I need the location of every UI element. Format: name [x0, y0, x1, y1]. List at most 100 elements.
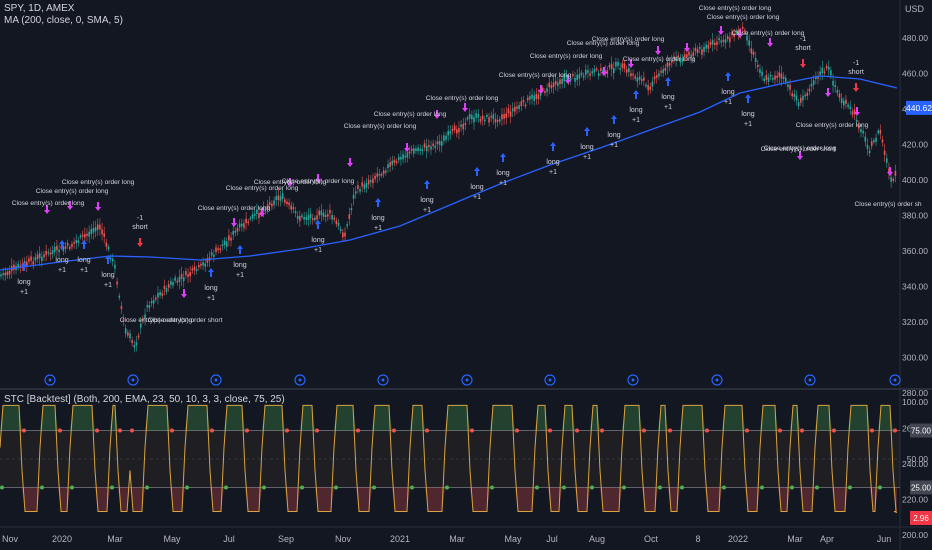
- long-label: long: [17, 279, 30, 286]
- candle-body: [683, 54, 686, 57]
- candle-body: [600, 68, 602, 71]
- candle-body: [58, 249, 60, 253]
- close-arrow: [538, 85, 544, 94]
- event-icon-dot: [715, 378, 719, 382]
- candle-body: [673, 56, 675, 59]
- price-tick-label: 380.00: [902, 211, 928, 221]
- candle-body: [503, 114, 505, 119]
- candle-body: [34, 257, 37, 261]
- plus-one-label: +1: [499, 180, 507, 187]
- candle-body: [483, 119, 486, 122]
- candle-body: [763, 78, 766, 82]
- stc-value-badge-label: 2.96: [913, 514, 929, 523]
- candle-body: [449, 131, 452, 134]
- candle-body: [425, 145, 428, 152]
- candle-body: [137, 335, 140, 338]
- candle-body: [471, 114, 473, 120]
- candle-body: [124, 328, 127, 334]
- symbol-legend[interactable]: SPY, 1D, AMEX: [4, 3, 75, 14]
- candle-body: [204, 263, 207, 267]
- candle-body: [303, 217, 305, 220]
- candle-body: [550, 84, 553, 89]
- candle-body: [845, 99, 847, 104]
- long-arrow: [59, 240, 65, 249]
- candle-body: [462, 123, 465, 130]
- candle-body: [103, 233, 105, 237]
- long-label: long: [661, 94, 674, 101]
- candle-body: [522, 100, 525, 103]
- stc-cross-dot: [185, 485, 189, 490]
- long-label: long: [629, 107, 642, 114]
- close-long-label: Close entry(s) order long: [732, 30, 805, 37]
- candle-body: [651, 81, 654, 87]
- ma-legend[interactable]: MA (200, close, 0, SMA, 5): [4, 15, 123, 26]
- close-arrow: [67, 201, 73, 210]
- candle-body: [301, 215, 303, 218]
- candle-body: [759, 69, 761, 73]
- close-long-label: Close entry(s) order long: [62, 179, 135, 186]
- stc-legend[interactable]: STC [Backtest] (Both, 200, EMA, 23, 50, …: [4, 394, 285, 405]
- long-arrow: [81, 240, 87, 249]
- candle-body: [724, 39, 727, 43]
- candle-body: [84, 233, 86, 238]
- price-tick-label: 280.00: [902, 388, 928, 398]
- candle-body: [664, 67, 667, 71]
- candle-body: [572, 74, 574, 77]
- time-axis-label: Jun: [877, 534, 892, 544]
- short-arrow: [800, 59, 806, 68]
- candle-body: [275, 196, 277, 200]
- candle-body: [299, 216, 301, 222]
- candle-body: [279, 196, 282, 201]
- candle-body: [879, 129, 882, 134]
- candle-body: [886, 158, 888, 163]
- candle-body: [238, 223, 241, 228]
- candle-body: [888, 168, 890, 174]
- candle-body: [729, 37, 731, 43]
- candle-body: [148, 305, 151, 308]
- candle-body: [466, 117, 469, 120]
- candle-body: [593, 69, 596, 73]
- candle-body: [625, 69, 628, 73]
- long-arrow: [315, 220, 321, 229]
- current-price-label: 440.62: [906, 103, 932, 113]
- candle-body: [367, 179, 370, 185]
- candle-body: [696, 49, 699, 53]
- candle-body: [589, 73, 591, 76]
- candle-body: [660, 70, 662, 73]
- candle-body: [357, 185, 359, 189]
- candle-body: [574, 77, 576, 82]
- close-arrow: [181, 289, 187, 298]
- candle-body: [150, 301, 153, 304]
- price-tick-label: 340.00: [902, 282, 928, 292]
- candle-body: [49, 252, 52, 255]
- candle-body: [215, 247, 217, 252]
- short-label: short: [848, 69, 864, 76]
- stc-cross-dot: [224, 485, 228, 490]
- long-arrow: [21, 262, 27, 271]
- candle-body: [496, 120, 499, 122]
- candle-body: [518, 105, 520, 110]
- event-icon: [544, 374, 556, 386]
- stc-cross-dot: [0, 485, 4, 490]
- candle-body: [241, 223, 243, 227]
- stc-cross-dot: [575, 428, 579, 433]
- close-arrow: [259, 208, 265, 217]
- candle-body: [561, 78, 563, 84]
- stc-cross-dot: [590, 485, 594, 490]
- candle-body: [36, 254, 39, 259]
- long-label: long: [741, 111, 754, 118]
- candle-body: [352, 194, 355, 199]
- candle-body: [284, 199, 286, 203]
- candle-body: [56, 245, 58, 251]
- candle-body: [688, 51, 690, 56]
- candle-body: [277, 195, 280, 201]
- candle-body: [438, 141, 441, 145]
- candle-body: [860, 129, 862, 133]
- stc-cross-dot: [490, 485, 494, 490]
- candle-body: [761, 71, 763, 76]
- candle-body: [311, 218, 314, 221]
- stc-fill-green: [0, 405, 897, 431]
- candle-body: [655, 75, 658, 78]
- candle-body: [875, 137, 877, 142]
